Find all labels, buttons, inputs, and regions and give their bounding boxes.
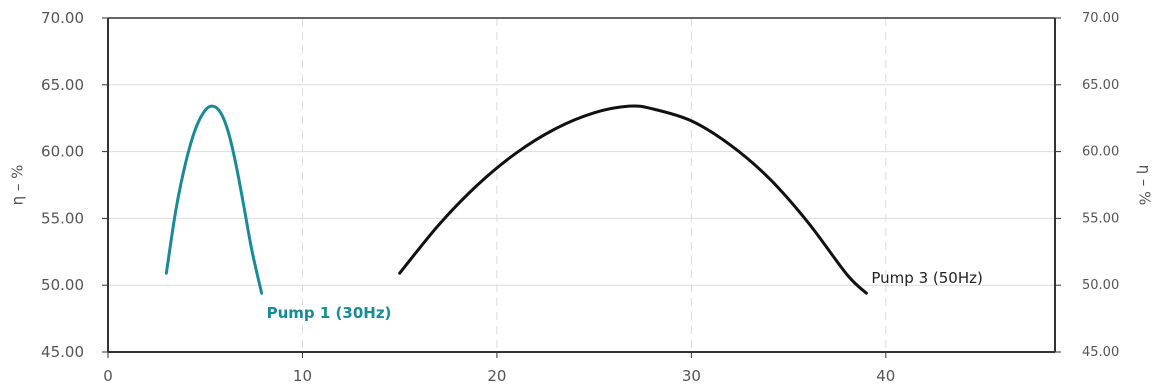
data-point bbox=[250, 248, 254, 252]
data-point bbox=[184, 160, 188, 164]
x-tick-label: 40 bbox=[876, 367, 895, 385]
data-point bbox=[203, 108, 207, 112]
data-point bbox=[260, 291, 264, 295]
y-tick-label-right: 70.00 bbox=[1082, 11, 1119, 26]
data-point bbox=[650, 107, 654, 111]
data-point bbox=[627, 104, 631, 108]
data-point bbox=[475, 183, 479, 187]
axes bbox=[102, 17, 1061, 358]
data-point bbox=[398, 271, 402, 275]
y-tick-label-right: 60.00 bbox=[1082, 145, 1119, 160]
y-tick-label-left: 70.00 bbox=[41, 9, 84, 27]
series-label-pump-1-30hz: Pump 1 (30Hz) bbox=[267, 304, 392, 322]
data-point bbox=[234, 164, 238, 168]
series-labels: Pump 1 (30Hz) Pump 3 (50Hz) bbox=[267, 269, 983, 322]
data-point bbox=[194, 127, 198, 131]
series-line-pump-3-50hz bbox=[398, 104, 868, 295]
y-tick-label-right: 55.00 bbox=[1082, 211, 1119, 226]
tick-labels: 45.00 45.00 50.00 50.00 55.00 55.00 60.00 60.00… bbox=[41, 9, 1119, 385]
data-point bbox=[514, 151, 518, 155]
data-point bbox=[845, 273, 849, 277]
series-label-pump-3-50hz: Pump 3 (50Hz) bbox=[871, 269, 982, 287]
data-point bbox=[174, 207, 178, 211]
x-tick-label: 10 bbox=[293, 367, 312, 385]
y-tick-label-left: 55.00 bbox=[41, 209, 84, 227]
y-tick-label-left: 65.00 bbox=[41, 76, 84, 94]
series-line-pump-1-30hz bbox=[164, 104, 264, 295]
data-point bbox=[242, 206, 246, 210]
x-tick-label: 0 bbox=[103, 367, 113, 385]
data-point bbox=[767, 176, 771, 180]
data-point bbox=[211, 104, 215, 108]
x-tick-label: 20 bbox=[487, 367, 506, 385]
data-point bbox=[437, 223, 441, 227]
data-point bbox=[728, 143, 732, 147]
data-point bbox=[164, 271, 168, 275]
y-tick-label-right: 65.00 bbox=[1082, 78, 1119, 93]
data-point bbox=[219, 111, 223, 115]
y-axis-title-left: η – % bbox=[9, 165, 27, 206]
data-point bbox=[227, 131, 231, 135]
data-point bbox=[592, 111, 596, 115]
y-tick-label-right: 50.00 bbox=[1082, 278, 1119, 293]
grid-lines bbox=[108, 18, 1055, 352]
data-point bbox=[806, 220, 810, 224]
data-point bbox=[553, 127, 557, 131]
y-tick-label-left: 45.00 bbox=[41, 343, 84, 361]
y-tick-label-left: 60.00 bbox=[41, 143, 84, 161]
x-tick-label: 30 bbox=[682, 367, 701, 385]
series-layer bbox=[164, 104, 868, 295]
y-tick-label-right: 45.00 bbox=[1082, 345, 1119, 360]
data-point bbox=[864, 291, 868, 295]
y-axis-title-right: η – % bbox=[1136, 165, 1154, 206]
data-point bbox=[689, 119, 693, 123]
y-tick-label-left: 50.00 bbox=[41, 276, 84, 294]
